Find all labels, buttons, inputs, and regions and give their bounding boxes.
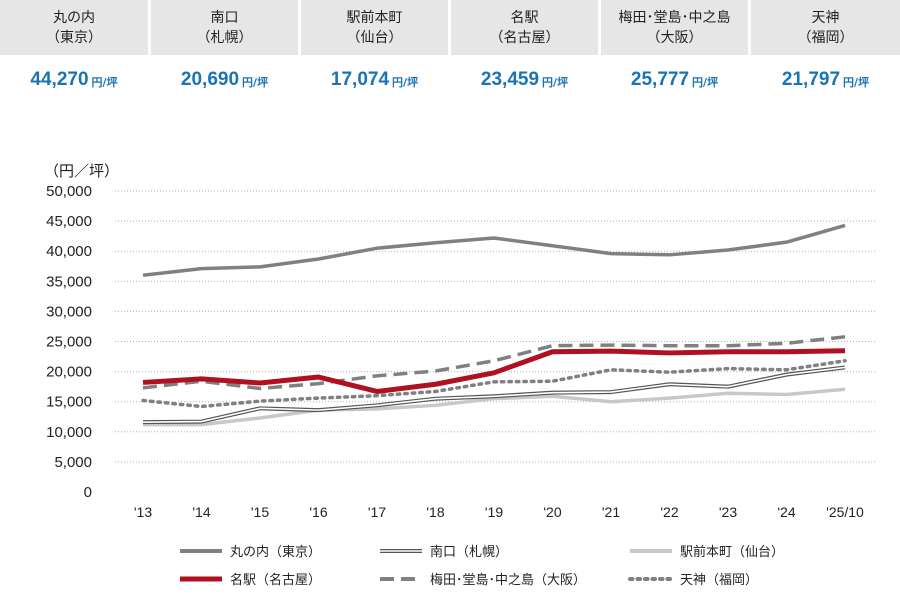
card-city-name: （札幌）	[196, 29, 253, 46]
legend-item: 南口（札幌）	[380, 544, 508, 560]
card-city-name: （大阪）	[646, 29, 703, 46]
rent-number: 44,270	[30, 68, 89, 90]
series-lines	[141, 223, 847, 427]
rent-unit: 円/坪	[91, 75, 118, 89]
x-tick-label: '18	[426, 504, 444, 520]
rent-line-chart: （円／坪） 0 5,000 10,000 15,000 20,000 25,000 30,0…	[44, 163, 876, 588]
y-tick-label: 25,000	[46, 334, 92, 351]
legend-item: 丸の内（東京）	[180, 544, 321, 560]
y-axis: （円／坪） 0 5,000 10,000 15,000 20,000 25,000 30,0…	[44, 163, 119, 501]
rent-unit: 円/坪	[843, 75, 870, 89]
card-area-name: 南口	[210, 9, 239, 26]
legend-label: 梅田･堂島･中之島（大阪）	[430, 573, 586, 588]
card-marunouchi: 丸の内 （東京） 44,270 円/坪	[0, 0, 148, 104]
x-axis: '13 '14 '15 '16 '17 '18 '19 '20 '21 '22 '23 '24 '25/…	[134, 504, 864, 520]
rent-unit: 円/坪	[392, 75, 419, 89]
rent-number: 20,690	[180, 68, 240, 90]
x-tick-label: '17	[368, 504, 386, 520]
y-tick-label: 15,000	[46, 394, 92, 411]
x-tick-label: '16	[309, 504, 327, 520]
card-ekimae-honcho: 駅前本町 （仙台） 17,074 円/坪	[301, 0, 448, 104]
series-6	[141, 359, 847, 409]
legend-label: 天神（福岡）	[680, 573, 758, 588]
rent-unit: 円/坪	[692, 75, 719, 89]
legend-item: 梅田･堂島･中之島（大阪）	[380, 573, 586, 588]
card-rent-value: 23,459 円/坪	[451, 55, 598, 104]
card-area-name: 名駅	[510, 9, 539, 26]
card-rent-value: 25,777 円/坪	[601, 55, 748, 104]
series-2	[142, 365, 846, 425]
rent-number: 21,797	[781, 68, 841, 90]
card-area-name: 梅田･堂島･中之島	[618, 9, 731, 26]
card-area-name: 丸の内	[53, 9, 95, 26]
card-rent-value: 17,074 円/坪	[301, 55, 448, 104]
card-umeda: 梅田･堂島･中之島 （大阪） 25,777 円/坪	[601, 0, 748, 104]
rent-number: 23,459	[480, 68, 540, 90]
legend-item: 駅前本町（仙台）	[630, 544, 784, 560]
y-tick-label: 5,000	[54, 454, 92, 471]
card-area-name: 天神	[811, 9, 840, 26]
card-area-name: 駅前本町	[346, 9, 403, 26]
legend-item: 名駅（名古屋）	[180, 572, 321, 588]
card-rent-value: 21,797 円/坪	[751, 55, 900, 104]
x-tick-label: '25/10	[826, 504, 864, 520]
legend-label: 駅前本町（仙台）	[680, 544, 784, 560]
legend-label: 南口（札幌）	[430, 544, 508, 560]
card-city-name: （東京）	[46, 29, 102, 46]
series-4	[142, 348, 846, 394]
rent-unit: 円/坪	[542, 75, 569, 89]
y-tick-label: 45,000	[46, 213, 92, 230]
legend-item: 天神（福岡）	[628, 573, 758, 588]
card-meieki: 名駅 （名古屋） 23,459 円/坪	[451, 0, 598, 104]
y-axis-unit-label: （円／坪）	[44, 163, 119, 180]
legend-label: 名駅（名古屋）	[230, 572, 321, 588]
card-rent-value: 44,270 円/坪	[0, 55, 148, 104]
y-tick-label: 40,000	[46, 243, 92, 260]
card-tenjin: 天神 （福岡） 21,797 円/坪	[751, 0, 900, 104]
card-header: 丸の内 （東京）	[0, 0, 148, 55]
rent-number: 17,074	[330, 68, 390, 90]
card-city-name: （名古屋）	[489, 29, 560, 46]
y-tick-label: 0	[84, 484, 92, 501]
card-header: 南口 （札幌）	[151, 0, 298, 55]
x-tick-label: '23	[719, 504, 737, 520]
rent-number: 25,777	[630, 68, 690, 90]
rent-unit: 円/坪	[242, 75, 269, 89]
y-tick-label: 10,000	[46, 424, 92, 441]
y-tick-label: 30,000	[46, 303, 92, 320]
x-tick-label: '14	[192, 504, 210, 520]
summary-cards: 丸の内 （東京） 44,270 円/坪 南口 （札幌） 20,690 円/坪 駅…	[0, 0, 900, 104]
card-header: 梅田･堂島･中之島 （大阪）	[601, 0, 748, 55]
card-city-name: （仙台）	[346, 29, 403, 46]
legend-label: 丸の内（東京）	[230, 544, 321, 560]
x-tick-label: '13	[134, 504, 152, 520]
card-city-name: （福岡）	[797, 29, 854, 46]
y-tick-label: 50,000	[46, 183, 92, 200]
x-tick-label: '21	[602, 504, 620, 520]
card-minamiguchi: 南口 （札幌） 20,690 円/坪	[151, 0, 298, 104]
card-rent-value: 20,690 円/坪	[151, 55, 298, 104]
x-tick-label: '20	[543, 504, 561, 520]
y-tick-label: 35,000	[46, 273, 92, 290]
card-header: 名駅 （名古屋）	[451, 0, 598, 55]
y-tick-label: 20,000	[46, 364, 92, 381]
card-header: 天神 （福岡）	[751, 0, 900, 55]
legend: 丸の内（東京） 南口（札幌） 駅前本町（仙台） 名駅（名古屋） 梅田･堂島･中之島（大阪…	[180, 544, 784, 588]
x-tick-label: '24	[777, 504, 795, 520]
series-1	[142, 223, 846, 278]
x-tick-label: '22	[660, 504, 678, 520]
x-tick-label: '19	[485, 504, 503, 520]
series-line	[142, 223, 846, 278]
card-header: 駅前本町 （仙台）	[301, 0, 448, 55]
x-tick-label: '15	[251, 504, 269, 520]
series-3	[142, 387, 846, 427]
